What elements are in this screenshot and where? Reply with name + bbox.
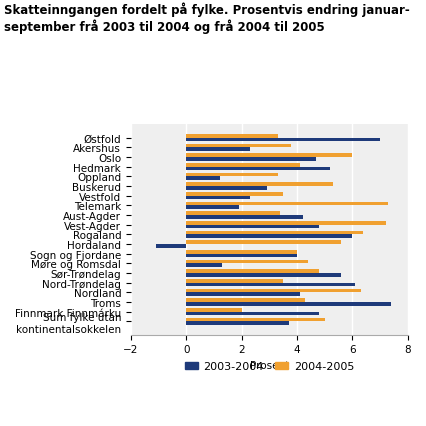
Bar (186, 225, 319, 229)
Bar (186, 302, 391, 306)
Bar (186, 308, 242, 312)
Bar (186, 312, 319, 316)
Bar (186, 167, 330, 171)
Text: Skatteinngangen fordelt på fylke. Prosentvis endring januar-
september frå 2003 : Skatteinngangen fordelt på fylke. Prosen… (4, 2, 410, 34)
Bar (186, 322, 289, 325)
Bar (186, 222, 386, 225)
Bar (186, 164, 300, 167)
Bar (186, 148, 250, 152)
Bar (186, 154, 352, 158)
Bar (186, 187, 267, 190)
Bar (186, 212, 280, 216)
Bar (186, 135, 278, 138)
Bar (156, 245, 186, 248)
Bar (186, 173, 278, 177)
Bar (186, 254, 297, 258)
Bar (186, 270, 319, 273)
Bar (186, 299, 305, 302)
Bar (186, 202, 389, 206)
Bar (186, 231, 363, 235)
Bar (186, 293, 300, 296)
X-axis label: Prosent: Prosent (250, 360, 289, 370)
Bar (186, 241, 341, 245)
Bar (186, 260, 308, 264)
Bar (186, 250, 297, 254)
Bar (186, 216, 302, 219)
Bar (186, 144, 291, 148)
Bar (186, 318, 325, 322)
Bar (186, 158, 317, 161)
Bar (186, 273, 341, 277)
Bar (186, 193, 283, 196)
Bar (186, 206, 239, 210)
Bar (186, 235, 352, 239)
Bar (186, 289, 361, 293)
Bar (186, 138, 380, 142)
Legend: 2003-2004, 2004-2005: 2003-2004, 2004-2005 (180, 357, 359, 376)
Bar (186, 283, 355, 287)
Bar (186, 177, 219, 181)
Bar (186, 279, 283, 283)
Bar (186, 196, 250, 200)
Bar (186, 264, 222, 268)
Bar (186, 183, 333, 187)
